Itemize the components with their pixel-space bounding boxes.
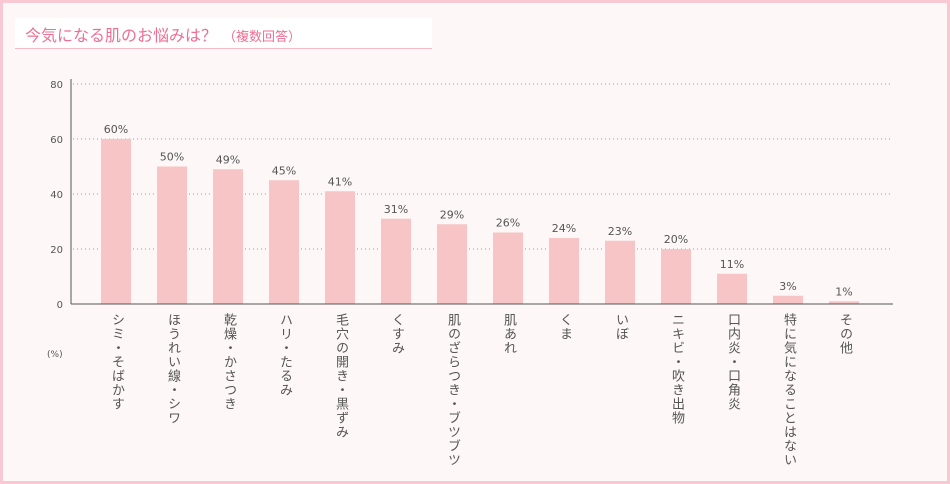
data-label: 50% (160, 151, 184, 164)
category-label: いぼ (613, 313, 628, 341)
data-label: 1% (835, 285, 852, 298)
data-label: 29% (440, 208, 464, 221)
y-tick-label: 40 (50, 190, 63, 201)
title-box: 今気になる肌のお悩みは？ （複数回答） (15, 18, 432, 48)
title-text: 今気になる肌のお悩みは？ (25, 26, 218, 45)
category-label: シミ・そばかす (109, 313, 124, 411)
category-label: 特に気になることはない (781, 313, 796, 467)
y-tick-label: 0 (57, 300, 63, 311)
data-label: 23% (608, 225, 632, 238)
category-label: ほうれい線・シワ (165, 313, 180, 425)
category-label: 肌あれ (501, 313, 516, 355)
category-label: 口内炎・口角炎 (725, 313, 740, 411)
data-label: 45% (272, 164, 296, 177)
data-label: 41% (328, 175, 352, 188)
bar (269, 180, 299, 304)
category-label: 乾燥・かさつき (221, 313, 236, 411)
bar (157, 166, 187, 304)
category-label: くすみ (389, 313, 404, 355)
category-label: その他 (837, 313, 852, 355)
subtitle-text: （複数回答） (223, 30, 302, 45)
data-label: 24% (552, 222, 576, 235)
y-tick-label: 60 (50, 135, 63, 146)
data-label: 26% (496, 217, 520, 230)
bar (325, 191, 355, 304)
data-label: 49% (216, 153, 240, 166)
bar (717, 273, 747, 304)
category-label: ハリ・たるみ (277, 313, 292, 397)
bar (661, 249, 691, 304)
bar (437, 224, 467, 304)
y-axis-unit: (%) (47, 350, 63, 360)
bar (101, 139, 131, 304)
category-label: 毛穴の開き・黒ずみ (333, 313, 348, 439)
category-label: ニキビ・吹き出物 (669, 313, 684, 425)
bar (605, 240, 635, 304)
data-label: 3% (779, 280, 796, 293)
data-label: 11% (720, 258, 744, 271)
bar (549, 238, 579, 304)
bar (493, 232, 523, 304)
bar (829, 301, 859, 304)
y-tick-label: 20 (50, 245, 63, 256)
bar (381, 218, 411, 304)
y-tick-label: 80 (50, 80, 63, 91)
category-label: 肌のざらつき・ブツブツ (445, 313, 460, 467)
bar (213, 169, 243, 304)
bar (773, 295, 803, 304)
data-label: 20% (664, 233, 688, 246)
data-label: 31% (384, 203, 408, 216)
data-label: 60% (104, 123, 128, 136)
chart-title: 今気になる肌のお悩みは？ （複数回答） (25, 22, 301, 46)
category-label: くま (557, 313, 572, 341)
